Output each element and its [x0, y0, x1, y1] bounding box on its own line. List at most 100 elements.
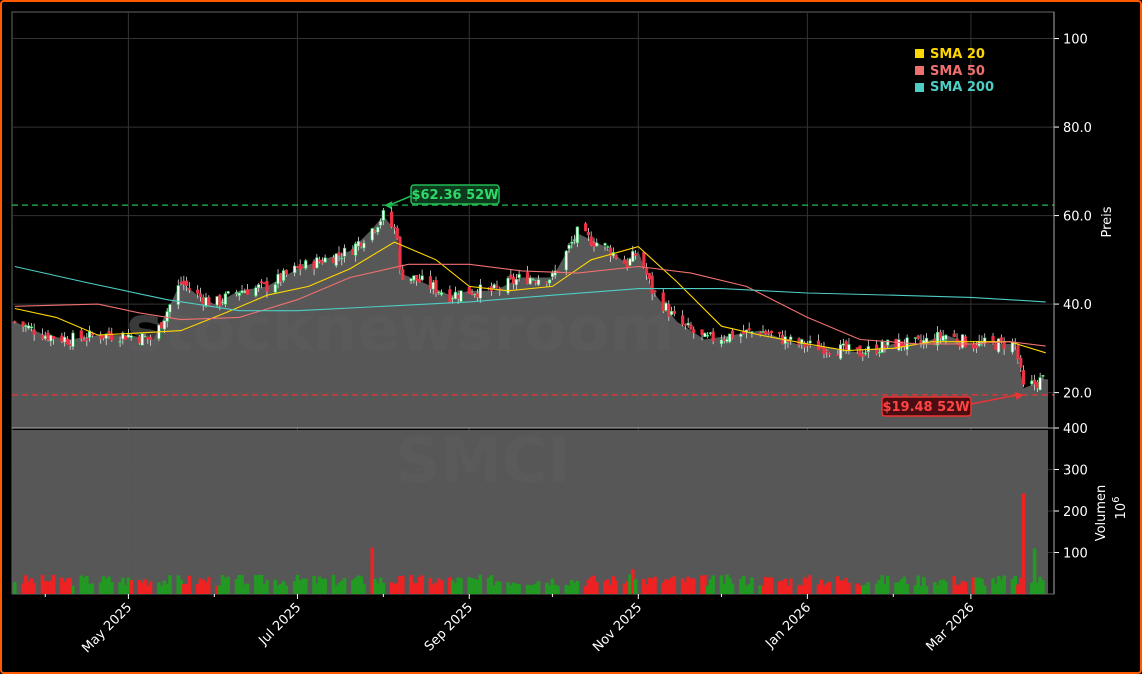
candle-body [24, 325, 28, 328]
volume-bar [389, 582, 394, 594]
candle-body [1041, 375, 1045, 377]
volume-bar [431, 584, 436, 594]
candle-body [160, 322, 164, 329]
candle-body [340, 257, 344, 260]
candle-body [586, 232, 591, 236]
candle-body [681, 315, 685, 325]
candle-body [495, 285, 499, 288]
volume-bar [436, 578, 441, 594]
volume-bar [262, 584, 266, 594]
volume-bar [722, 583, 727, 594]
candle-body [1030, 380, 1034, 385]
volume-bar [847, 582, 851, 594]
volume-bar [683, 582, 688, 594]
volume-bar [473, 578, 477, 594]
volume-bar [528, 585, 533, 594]
candle-body [320, 260, 324, 264]
legend-label-sma20: SMA 20 [930, 47, 985, 62]
candle-body [257, 284, 261, 289]
volume-bar [40, 574, 45, 594]
candle-body [392, 226, 397, 229]
x-tick-label: Sep 2025 [422, 600, 476, 654]
volume-bar [317, 576, 322, 594]
volume-bar [686, 576, 690, 594]
candle-body [880, 341, 884, 353]
candle-body [221, 301, 225, 304]
volume-bar [226, 576, 230, 594]
candle-body [49, 335, 53, 342]
volume-bar [719, 575, 724, 594]
volume-bar [356, 575, 361, 594]
volume-bar [816, 584, 821, 594]
volume-bar [622, 583, 627, 594]
candle-body [847, 344, 851, 351]
candle-body [448, 289, 452, 303]
candle-body [916, 335, 920, 339]
candle-body [667, 304, 671, 317]
legend: SMA 20 SMA 50 SMA 200 [915, 47, 994, 95]
volume-bar [780, 580, 785, 594]
volume-bar [159, 585, 164, 594]
volume-bar [220, 575, 225, 594]
candle-body [101, 335, 106, 339]
candle-body [456, 295, 460, 299]
candle-body [534, 281, 538, 283]
candle-body [362, 242, 366, 249]
candle-body [201, 297, 205, 305]
candle-body [999, 337, 1003, 341]
volume-bar [412, 583, 416, 594]
candle-body [259, 281, 264, 283]
candle-body [118, 341, 122, 343]
candle-body [894, 339, 898, 349]
volume-bar [439, 580, 444, 594]
volume-bar [996, 575, 1001, 594]
candle-body [140, 333, 144, 346]
candle-body [589, 236, 593, 246]
candle-body [467, 287, 471, 294]
volume-bar [592, 575, 596, 594]
volume-bar [284, 585, 289, 594]
volume-bar [187, 575, 192, 594]
candle-body [608, 247, 613, 257]
volume-bar [827, 581, 832, 594]
candle-body [473, 293, 477, 296]
volume-bar [359, 576, 363, 594]
volume-bar [650, 578, 654, 594]
candle-body [936, 332, 940, 346]
candle-body [176, 285, 180, 305]
volume-bar [533, 583, 538, 594]
candle-body [512, 276, 516, 284]
price-axis-label: Preis [1100, 206, 1115, 237]
candle-body [991, 335, 995, 342]
volume-bar [256, 575, 261, 594]
candle-body [356, 241, 361, 247]
volume-bar [899, 579, 904, 594]
candle-body [68, 344, 72, 346]
volume-bar [730, 583, 735, 594]
candle-body [1035, 382, 1039, 389]
candle-body [689, 324, 693, 330]
candle-body [110, 333, 114, 341]
volume-bar [165, 584, 169, 594]
candle-body [281, 270, 286, 281]
candle-body [376, 227, 380, 233]
volume-bar [766, 577, 771, 594]
candle-body [525, 272, 530, 284]
volume-bar [586, 579, 591, 594]
volume-bar [669, 578, 674, 594]
candle-body [415, 275, 419, 281]
volume-bar [883, 584, 887, 594]
candle-body [642, 252, 646, 269]
candle-body [536, 279, 541, 286]
volume-bar [168, 575, 172, 594]
volume-bar [234, 579, 239, 594]
volume-bar [955, 584, 959, 594]
volume-bar [24, 575, 28, 594]
volume-bar [179, 579, 183, 594]
candle-body [996, 338, 1001, 353]
volume-bar [935, 585, 940, 594]
volume-bar [808, 575, 812, 594]
price-area [12, 215, 1048, 428]
candle-body [703, 332, 707, 338]
volume-bar [259, 574, 264, 594]
